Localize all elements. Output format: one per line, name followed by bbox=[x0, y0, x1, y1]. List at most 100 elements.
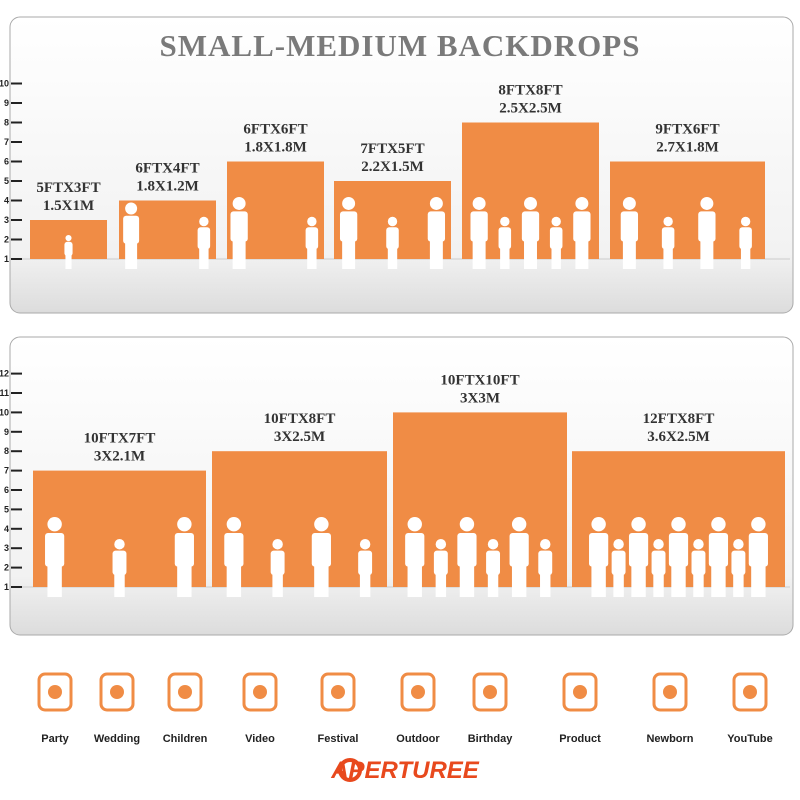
legs bbox=[232, 240, 246, 269]
torso bbox=[197, 227, 211, 250]
scale-label: 5 bbox=[4, 176, 9, 186]
head bbox=[500, 216, 510, 227]
scale-label: 8 bbox=[4, 118, 9, 128]
person-silhouette bbox=[628, 517, 649, 597]
legs bbox=[511, 565, 527, 597]
person-silhouette bbox=[651, 539, 666, 597]
person-silhouette bbox=[691, 539, 706, 597]
use-icon-dot bbox=[48, 685, 62, 699]
use-icon bbox=[99, 672, 135, 712]
scale-label: 9 bbox=[4, 98, 9, 108]
use-label: Video bbox=[245, 733, 275, 745]
legs bbox=[500, 248, 510, 269]
person-silhouette bbox=[698, 197, 716, 269]
torso bbox=[498, 227, 512, 250]
legs bbox=[65, 255, 72, 269]
person-silhouette bbox=[311, 517, 331, 597]
use-icon-dot bbox=[743, 685, 757, 699]
person-silhouette bbox=[433, 539, 448, 597]
legs bbox=[307, 248, 317, 269]
person-silhouette bbox=[661, 216, 675, 269]
scale-label: 2 bbox=[4, 563, 9, 573]
torso bbox=[698, 211, 716, 242]
use-icon-dot bbox=[110, 685, 124, 699]
head bbox=[472, 197, 486, 210]
person-silhouette bbox=[386, 216, 399, 269]
head bbox=[435, 539, 447, 550]
legs bbox=[226, 565, 242, 597]
use-icon-dot bbox=[253, 685, 267, 699]
torso bbox=[174, 533, 194, 567]
head bbox=[226, 517, 242, 532]
torso bbox=[589, 533, 609, 567]
head bbox=[671, 517, 686, 532]
head bbox=[613, 539, 624, 550]
person-silhouette bbox=[197, 216, 211, 269]
use-icon-dot bbox=[573, 685, 587, 699]
legs bbox=[314, 565, 329, 597]
legs bbox=[472, 240, 486, 269]
legs bbox=[751, 565, 766, 597]
brand-logo bbox=[338, 758, 362, 782]
scale-label: 8 bbox=[4, 446, 9, 456]
torso bbox=[509, 533, 529, 567]
person-silhouette bbox=[305, 216, 319, 269]
use-icon bbox=[400, 672, 436, 712]
backdrop-meters: 1.8X1.2M bbox=[136, 179, 199, 195]
torso bbox=[628, 533, 649, 567]
use-icon bbox=[562, 672, 598, 712]
legs bbox=[671, 565, 686, 597]
head bbox=[622, 197, 636, 210]
use-label: Newborn bbox=[646, 733, 693, 745]
head bbox=[700, 197, 714, 210]
scale-label: 5 bbox=[4, 504, 9, 514]
backdrop-meters: 2.5X2.5M bbox=[499, 101, 562, 117]
scale-label: 10 bbox=[0, 79, 9, 89]
person-silhouette bbox=[123, 202, 140, 269]
legs bbox=[631, 565, 646, 597]
scale-label: 6 bbox=[4, 157, 9, 167]
torso bbox=[112, 550, 127, 575]
torso bbox=[64, 241, 73, 257]
legs bbox=[435, 573, 447, 597]
use-label: Party bbox=[41, 733, 69, 745]
person-silhouette bbox=[174, 517, 194, 597]
person-silhouette bbox=[427, 197, 446, 269]
head bbox=[631, 517, 646, 532]
legs bbox=[622, 240, 636, 269]
person-silhouette bbox=[45, 517, 65, 597]
head bbox=[551, 216, 561, 227]
use-label: Outdoor bbox=[396, 733, 440, 745]
backdrop-feet: 12FTX8FT bbox=[643, 411, 715, 427]
head bbox=[740, 216, 751, 227]
head bbox=[47, 517, 62, 532]
head bbox=[711, 517, 726, 532]
legs bbox=[429, 240, 443, 269]
legs bbox=[387, 248, 398, 269]
scale-label: 2 bbox=[4, 235, 9, 245]
torso bbox=[427, 211, 446, 242]
head bbox=[314, 517, 329, 532]
torso bbox=[538, 550, 553, 575]
scale-label: 4 bbox=[4, 196, 9, 206]
use-icon-dot bbox=[483, 685, 497, 699]
legs bbox=[177, 565, 192, 597]
head bbox=[65, 235, 72, 242]
backdrop-meters: 2.2X1.5M bbox=[361, 159, 424, 175]
use-label: YouTube bbox=[727, 733, 772, 745]
head bbox=[540, 539, 551, 550]
torso bbox=[708, 533, 729, 567]
person-silhouette bbox=[748, 517, 768, 597]
backdrop-feet: 8FTX8FT bbox=[498, 83, 562, 99]
person-silhouette bbox=[668, 517, 689, 597]
person-silhouette bbox=[611, 539, 626, 597]
use-icon bbox=[242, 672, 278, 712]
head bbox=[733, 539, 744, 550]
person-silhouette bbox=[470, 197, 488, 269]
use-label: Festival bbox=[318, 733, 359, 745]
person-silhouette bbox=[731, 539, 746, 597]
person-silhouette bbox=[739, 216, 752, 269]
head bbox=[591, 517, 606, 532]
backdrop-meters: 3.6X2.5M bbox=[647, 429, 710, 445]
legs bbox=[693, 573, 704, 597]
